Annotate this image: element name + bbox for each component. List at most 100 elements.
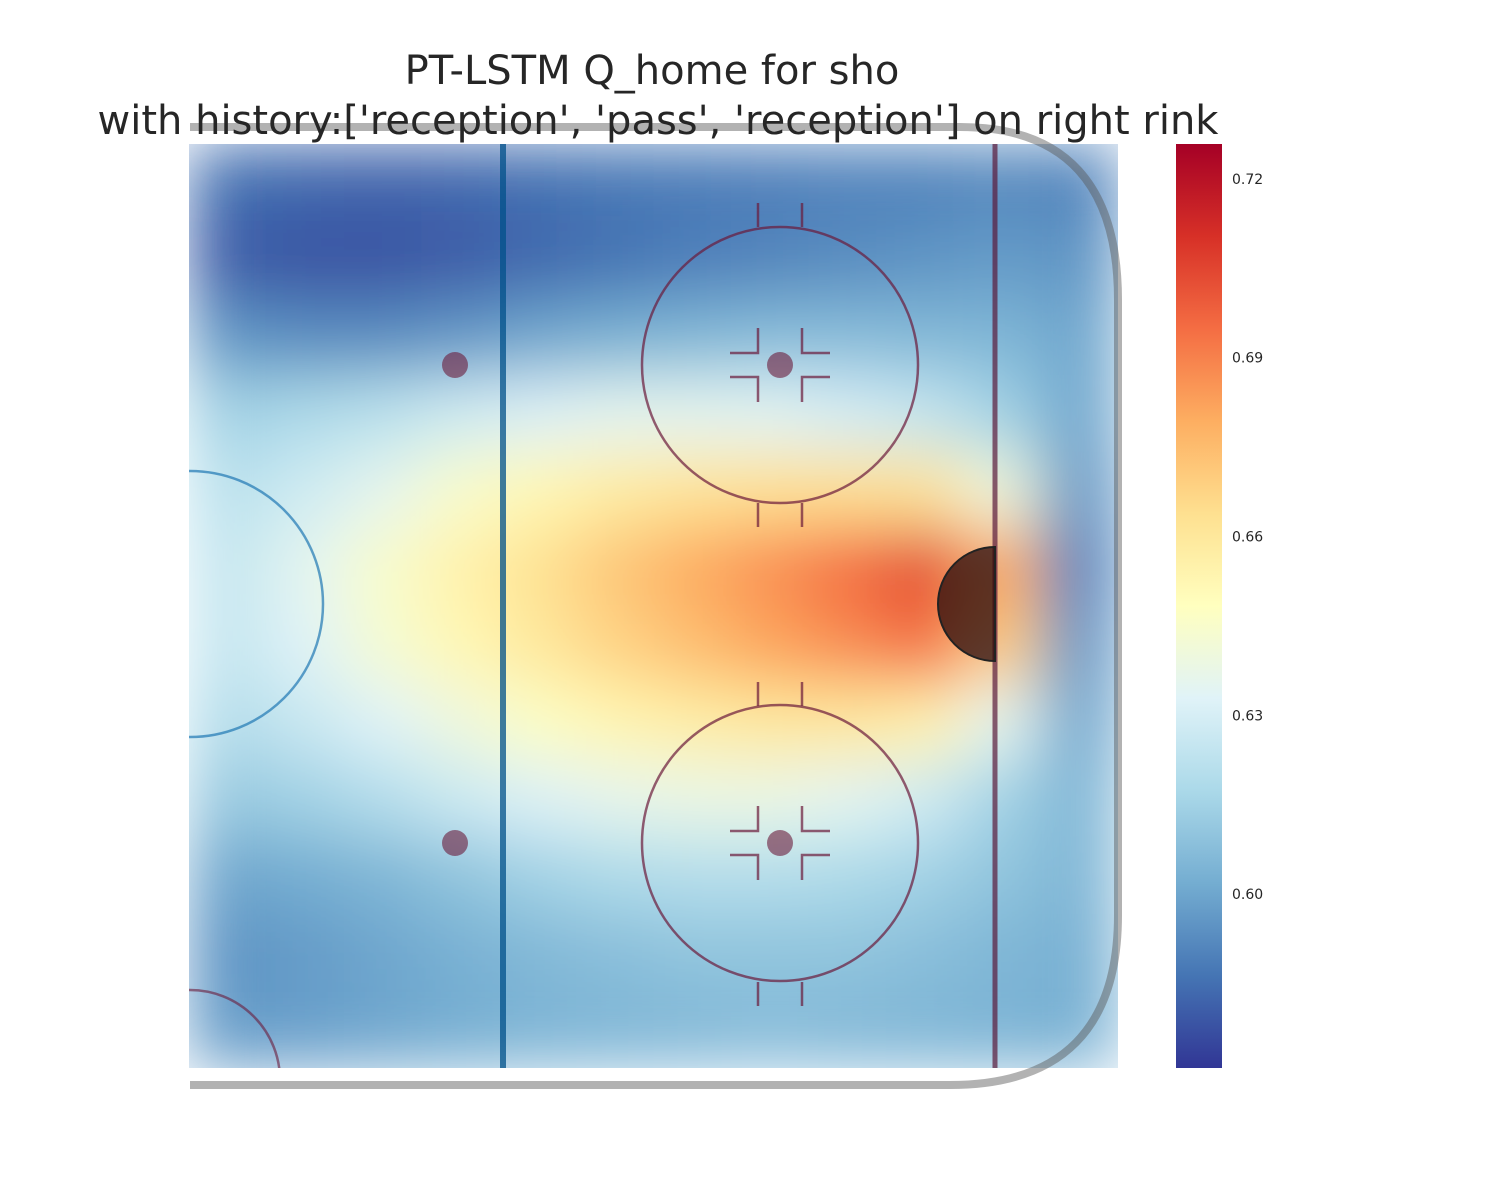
heat-cell: [1040, 375, 1118, 453]
colorbar-tick-label: 0.69: [1232, 351, 1263, 367]
heat-cell: [885, 914, 964, 992]
heat-cell: [421, 375, 500, 453]
heat-cell: [266, 683, 345, 761]
heat-cell: [421, 452, 500, 530]
faceoff-dots: [442, 352, 793, 856]
heat-cell: [653, 529, 732, 607]
heat-cell: [421, 606, 500, 684]
heat-cell: [808, 298, 887, 376]
heat-cell: [730, 375, 809, 453]
heat-cell: [808, 375, 887, 453]
heat-cell: [266, 991, 345, 1068]
heat-cell: [576, 914, 654, 992]
heat-cell: [1040, 221, 1118, 299]
faceoff-circle: [640, 703, 920, 983]
heat-cell: [343, 683, 422, 761]
faceoff-marks: [730, 203, 830, 1006]
heat-cell: [885, 991, 964, 1068]
heat-cell: [653, 298, 732, 376]
heat-cell: [189, 683, 267, 761]
heat-cell: [808, 529, 887, 607]
heat-cell: [963, 683, 1042, 761]
heat-cell: [1040, 991, 1118, 1068]
heat-cell: [498, 298, 577, 376]
heat-cell: [1040, 298, 1118, 376]
heat-cell: [653, 144, 732, 222]
boards: [190, 123, 1122, 1089]
heat-cell: [343, 144, 422, 222]
heat-cell: [730, 529, 809, 607]
heat-cell: [498, 452, 577, 530]
heat-cell: [498, 144, 577, 222]
heat-cell: [576, 221, 654, 299]
heat-cell: [576, 606, 654, 684]
heat-cell: [653, 760, 732, 838]
heat-cell: [576, 683, 654, 761]
heat-cell: [266, 452, 345, 530]
heat-cell: [808, 760, 887, 838]
heat-cell: [1040, 606, 1118, 684]
heat-cell: [963, 760, 1042, 838]
heat-cell: [885, 298, 964, 376]
heat-cell: [266, 144, 345, 222]
heat-cell: [498, 991, 577, 1068]
heat-cell: [189, 221, 267, 299]
colorbar-tick-label: 0.60: [1232, 887, 1263, 903]
heat-cell: [885, 452, 964, 530]
heat-cell: [266, 760, 345, 838]
faceoff-circle: [640, 225, 920, 505]
heat-cell: [498, 760, 577, 838]
heat-cell: [1040, 760, 1118, 838]
heat-cell: [653, 914, 732, 992]
heat-cell: [576, 760, 654, 838]
heat-cell: [730, 606, 809, 684]
heat-cell: [266, 914, 345, 992]
heat-cell: [343, 375, 422, 453]
chart-subtitle: with history:['reception', 'pass', 'rece…: [98, 98, 1220, 144]
heat-cell: [343, 837, 422, 915]
heat-cell: [730, 144, 809, 222]
heat-cell: [266, 221, 345, 299]
heat-cell: [343, 298, 422, 376]
heat-cell: [576, 452, 654, 530]
colorbar-tick-label: 0.66: [1232, 529, 1263, 545]
heat-cell: [730, 914, 809, 992]
heat-cell: [1040, 144, 1118, 222]
heat-cell: [498, 606, 577, 684]
heat-cell: [963, 375, 1042, 453]
heat-cell: [343, 452, 422, 530]
heat-cell: [963, 914, 1042, 992]
heat-cell: [266, 837, 345, 915]
heat-cell: [963, 991, 1042, 1068]
heat-cell: [885, 221, 964, 299]
heat-cell: [1040, 914, 1118, 992]
heat-cell: [421, 914, 500, 992]
rink: [189, 123, 1122, 1089]
heat-cell: [653, 606, 732, 684]
heat-cell: [421, 760, 500, 838]
heat-cell: [189, 991, 267, 1068]
heat-cell: [421, 144, 500, 222]
heat-cell: [808, 452, 887, 530]
colorbar: [1176, 144, 1222, 1068]
heat-cell: [808, 144, 887, 222]
colorbar-tick-label: 0.63: [1232, 708, 1263, 724]
heat-cell: [730, 452, 809, 530]
heat-cell: [498, 221, 577, 299]
heat-cell: [498, 683, 577, 761]
heat-cell: [189, 760, 267, 838]
heat-cell: [1040, 683, 1118, 761]
heat-cell: [189, 144, 267, 222]
heat-cell: [266, 298, 345, 376]
heat-cell: [963, 298, 1042, 376]
heat-cell: [963, 221, 1042, 299]
heat-cell: [576, 375, 654, 453]
heat-cell: [808, 606, 887, 684]
heat-cell: [653, 991, 732, 1068]
heat-cell: [885, 837, 964, 915]
heat-cell: [498, 529, 577, 607]
heat-cell: [885, 144, 964, 222]
heat-cell: [498, 837, 577, 915]
heat-cell: [343, 760, 422, 838]
